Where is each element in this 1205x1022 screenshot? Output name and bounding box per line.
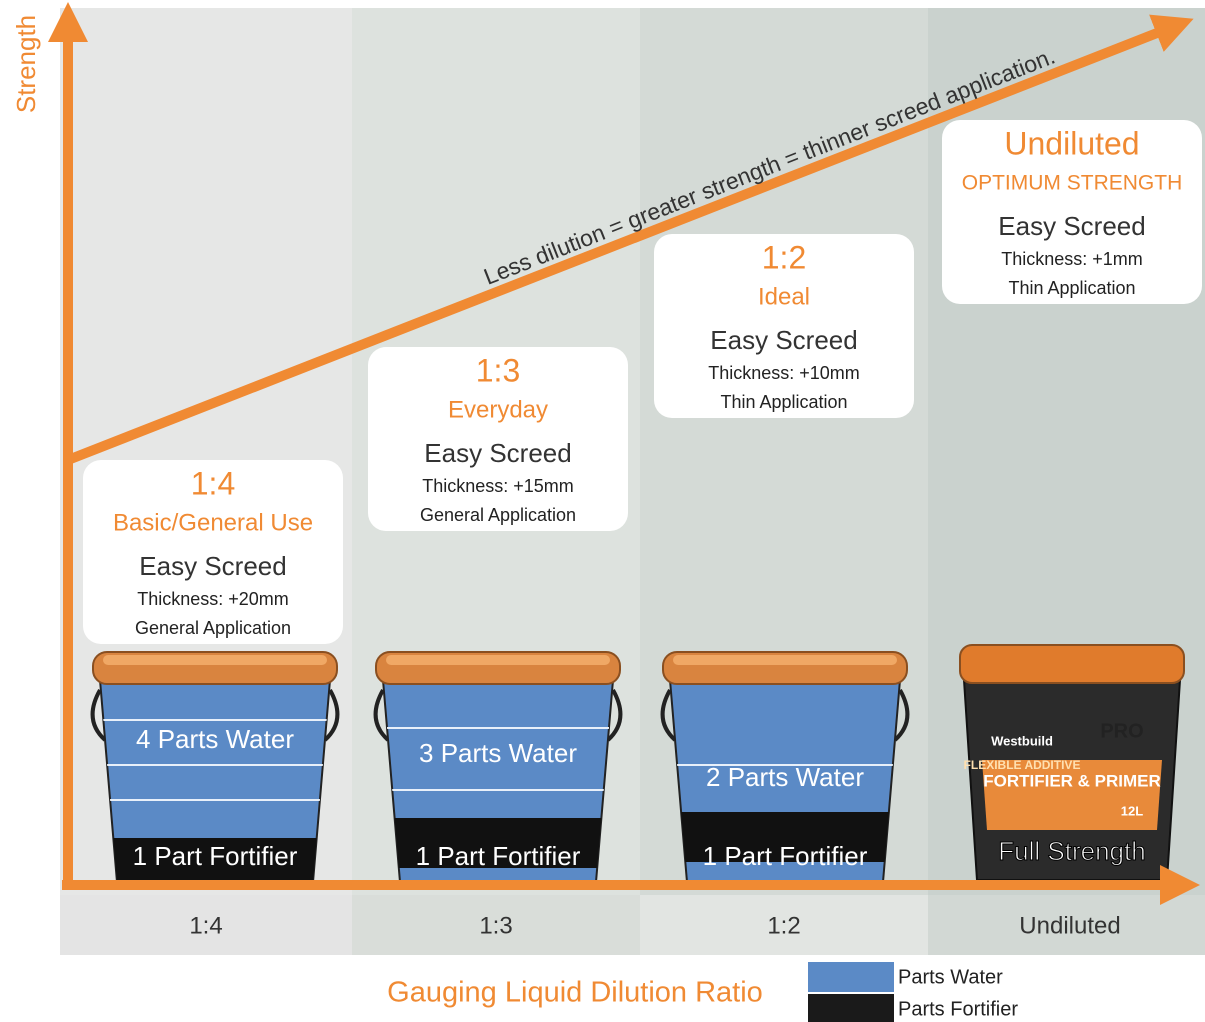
fortifier-label: 1 Part Fortifier	[416, 841, 581, 871]
legend-label: Parts Fortifier	[898, 998, 1018, 1020]
usage-name: Ideal	[758, 283, 810, 310]
lid-top	[673, 655, 897, 665]
thickness: Thickness: +1mm	[1001, 249, 1143, 269]
x-label: 1:4	[189, 912, 222, 939]
cards: 1:4 Basic/General Use Easy Screed Thickness…	[83, 120, 1202, 644]
card	[942, 120, 1202, 304]
lid-top	[386, 655, 610, 665]
product: Easy Screed	[139, 551, 286, 581]
legend-swatch-water	[808, 962, 894, 992]
fortifier-fill	[100, 838, 330, 882]
fortifier-label: 1 Part Fortifier	[703, 841, 868, 871]
x-label: 1:2	[767, 912, 800, 939]
card	[83, 460, 343, 644]
application: Thin Application	[720, 392, 847, 412]
usage-name: OPTIMUM STRENGTH	[962, 172, 1183, 195]
card	[654, 234, 914, 418]
legend-label: Parts Water	[898, 966, 1003, 988]
product: Easy Screed	[424, 438, 571, 468]
application: General Application	[135, 618, 291, 638]
application: General Application	[420, 505, 576, 525]
ratio: 1:3	[476, 352, 520, 388]
product: Easy Screed	[710, 325, 857, 355]
fortifier-label: 1 Part Fortifier	[133, 841, 298, 871]
usage-name: Everyday	[448, 396, 548, 423]
legend-swatch-fortifier	[808, 994, 894, 1022]
water-label: 4 Parts Water	[136, 724, 294, 754]
card	[368, 347, 628, 531]
x-label: 1:3	[479, 912, 512, 939]
handle	[660, 689, 910, 742]
product-line2: FORTIFIER & PRIMER	[983, 771, 1161, 790]
water-label: 2 Parts Water	[706, 762, 864, 792]
application: Thin Application	[1008, 278, 1135, 298]
ratio: Undiluted	[1004, 125, 1139, 161]
lid-top	[103, 655, 327, 665]
thickness: Thickness: +15mm	[422, 476, 574, 496]
ratio: 1:2	[762, 239, 806, 275]
handle	[373, 689, 623, 742]
lid	[959, 644, 1185, 684]
fortifier-fill	[670, 812, 900, 862]
product-line1: FLEXIBLE ADDITIVE	[964, 758, 1081, 772]
handle	[90, 689, 340, 742]
thickness: Thickness: +10mm	[708, 363, 860, 383]
y-axis-label: Strength	[11, 15, 41, 113]
fortifier-label: Full Strength	[998, 836, 1145, 866]
buckets: 4 Parts Water 1 Part Fortifier 3 Parts Wat…	[90, 644, 1185, 883]
ratio: 1:4	[191, 465, 235, 501]
volume: 12L	[1121, 803, 1143, 818]
badge: PRO	[1100, 720, 1143, 742]
x-label: Undiluted	[1019, 912, 1120, 939]
fortifier-fill	[383, 818, 613, 868]
x-axis-label: Gauging Liquid Dilution Ratio	[387, 977, 763, 1009]
axes	[48, 2, 1200, 905]
brand: Westbuild	[991, 733, 1053, 748]
water-label: 3 Parts Water	[419, 738, 577, 768]
label-panel	[982, 760, 1162, 830]
thickness: Thickness: +20mm	[137, 589, 289, 609]
product: Easy Screed	[998, 211, 1145, 241]
usage-name: Basic/General Use	[113, 509, 313, 536]
